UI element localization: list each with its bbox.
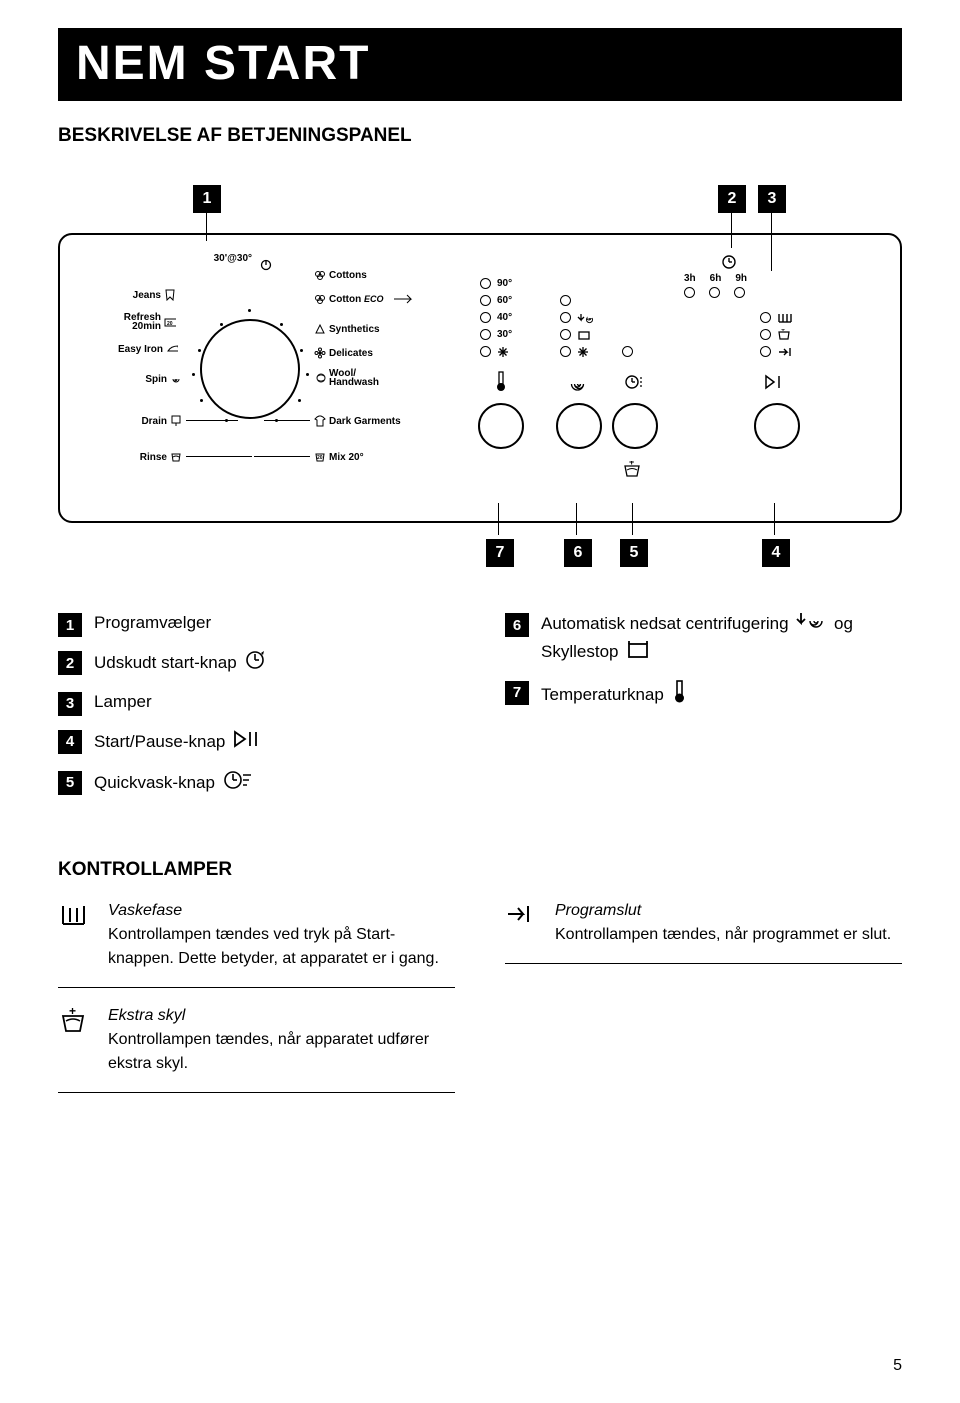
clock-fast-icon	[624, 373, 642, 391]
prog-cotton-eco: Cotton ECO	[314, 293, 415, 305]
legend-7: Temperaturknap	[541, 679, 691, 712]
prog-rinse: Rinse	[124, 451, 182, 463]
start-pause-knob[interactable]	[754, 403, 800, 449]
iron-icon	[166, 343, 178, 355]
refresh-icon: 20	[164, 316, 176, 328]
play-pause-icon	[764, 373, 782, 391]
legend: 1Programvælger 2Udskudt start-knap 3Lamp…	[58, 611, 902, 809]
thermometer-icon	[492, 373, 510, 391]
spiral-icon	[570, 375, 588, 393]
quick-knob[interactable]	[612, 403, 658, 449]
page-title-banner: NEM START	[58, 28, 902, 101]
prog-mix: 20 Mix 20°	[314, 451, 364, 463]
delay-options: 3h 6h 9h	[684, 273, 747, 284]
prog-delicates: Delicates	[314, 347, 373, 359]
legend-4: Start/Pause-knap	[94, 728, 264, 757]
prog-refresh: Refresh20min 20	[94, 313, 176, 331]
badge-row-bottom: 7 6 5 4	[58, 533, 902, 571]
spin-options	[560, 292, 595, 360]
svg-text:20: 20	[317, 455, 323, 461]
badge-7: 7	[486, 539, 514, 567]
svg-text:+: +	[781, 329, 785, 334]
wash-phase-icon	[58, 899, 88, 971]
drain-icon	[170, 415, 182, 427]
svg-text:+: +	[69, 1008, 76, 1018]
badge-4: 4	[762, 539, 790, 567]
program-dial-area: 30'@30° Jeans Refresh20min 20 Easy Iron …	[80, 253, 420, 503]
spin-knob[interactable]	[556, 403, 602, 449]
extra-rinse-icon: +	[622, 461, 640, 479]
prog-easyiron: Easy Iron	[98, 343, 178, 355]
kontrollamper: VaskefaseKontrollampen tændes ved tryk p…	[58, 899, 902, 1109]
prog-spin: Spin	[128, 373, 182, 385]
mix-icon: 20	[314, 451, 326, 463]
prog-30-30: 30'@30°	[172, 253, 252, 264]
badge-6: 6	[564, 539, 592, 567]
legend-3: Lamper	[94, 690, 152, 714]
rinse-icon	[170, 451, 182, 463]
kontrol-ekstraskyl: + Ekstra skylKontrollampen tændes, når a…	[58, 1004, 455, 1093]
prog-synthetics: Synthetics	[314, 323, 380, 335]
svg-text:20: 20	[167, 321, 173, 327]
triangle-icon	[314, 323, 326, 335]
cotton-icon	[314, 269, 326, 281]
kontrollamper-heading: KONTROLLAMPER	[58, 859, 902, 881]
kontrol-programslut: ProgramslutKontrollampen tændes, når pro…	[505, 899, 902, 964]
badge-row-top: 1 2 3	[58, 185, 902, 225]
legend-1: Programvælger	[94, 611, 211, 635]
badge-5: 5	[620, 539, 648, 567]
clock-icon	[720, 253, 738, 271]
legend-5: Quickvask-knap	[94, 769, 256, 798]
prog-wool: Wool/Handwash	[314, 369, 379, 387]
spiral-icon	[170, 373, 182, 385]
off-icon	[260, 259, 272, 274]
delay-circles	[684, 287, 745, 298]
quick-option	[622, 343, 633, 360]
flower-icon	[314, 347, 326, 359]
shirt-icon	[314, 415, 326, 427]
badge-2: 2	[718, 185, 746, 213]
end-icon	[505, 899, 535, 947]
badge-1: 1	[193, 185, 221, 213]
temp-options: 90° 60° 40° 30°	[480, 275, 512, 360]
jeans-icon	[164, 289, 176, 301]
program-dial-knob[interactable]	[200, 319, 300, 419]
status-options: +	[760, 309, 793, 360]
page-number: 5	[893, 1357, 902, 1375]
kontrol-vaskefase: VaskefaseKontrollampen tændes ved tryk p…	[58, 899, 455, 988]
prog-dark: Dark Garments	[314, 415, 401, 427]
cotton-icon	[314, 293, 326, 305]
svg-text:+: +	[629, 461, 634, 467]
subtitle: BESKRIVELSE AF BETJENINGSPANEL	[58, 125, 902, 147]
legend-2: Udskudt start-knap	[94, 649, 269, 678]
prog-cottons: Cottons	[314, 269, 367, 281]
prog-drain: Drain	[124, 415, 182, 427]
control-panel: 30'@30° Jeans Refresh20min 20 Easy Iron …	[58, 233, 902, 523]
extra-rinse-icon: +	[58, 1004, 88, 1076]
legend-6: Automatisk nedsat centrifugering og Skyl…	[541, 611, 902, 667]
wool-icon	[314, 372, 326, 384]
temp-knob[interactable]	[478, 403, 524, 449]
prog-jeans: Jeans	[116, 289, 176, 301]
badge-3: 3	[758, 185, 786, 213]
